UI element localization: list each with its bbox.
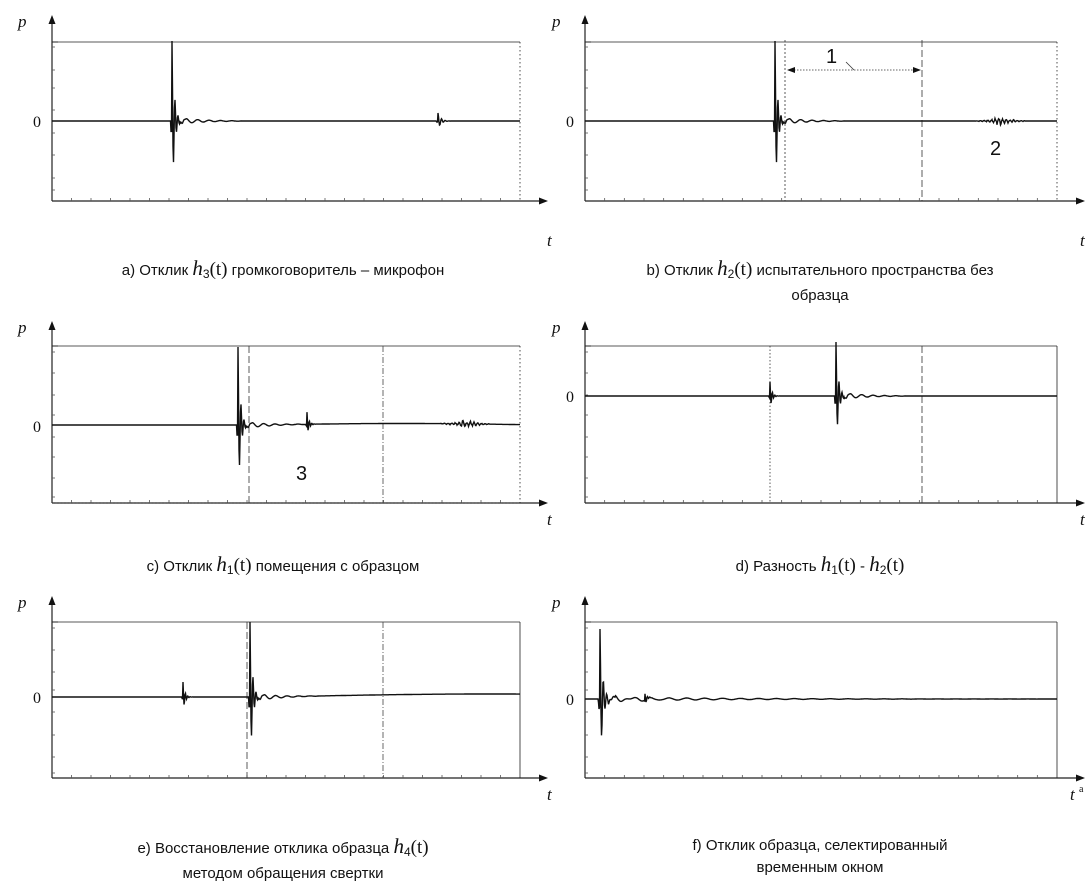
waveform-line xyxy=(585,40,1057,163)
p-axis-arrow xyxy=(581,321,589,330)
zero-label: 0 xyxy=(566,114,574,131)
caption-d: d) Разность h1(t) - h2(t) xyxy=(555,553,1085,581)
caption-d-prefix: d) Разность xyxy=(735,558,817,575)
t-axis-arrow xyxy=(539,197,548,205)
t-axis-label: t xyxy=(1080,231,1086,250)
panel-f-plot: p t 0 a xyxy=(551,593,1085,804)
p-axis-arrow xyxy=(581,15,589,24)
caption-d-sub: 1 xyxy=(831,563,838,577)
t-axis-label: t xyxy=(547,785,553,804)
caption-d-minus: - xyxy=(860,558,866,575)
caption-f-line2: временным окном xyxy=(756,859,884,876)
zero-label: 0 xyxy=(33,114,41,131)
p-axis-label: p xyxy=(17,593,27,612)
caption-d-func: h xyxy=(820,552,832,576)
caption-b-suffix: испытательного пространства без xyxy=(756,262,994,279)
panel-b-plot: p t 0 1 2 xyxy=(551,12,1086,250)
waveform-line xyxy=(52,621,520,736)
caption-a-prefix: a) Отклик xyxy=(121,262,189,279)
caption-b-sub: 2 xyxy=(727,267,735,281)
window-arrow-right xyxy=(913,67,921,73)
caption-e-arg: (t) xyxy=(410,837,429,858)
t-axis-arrow xyxy=(1076,197,1085,205)
caption-a: a) Отклик h3(t) громкоговоритель – микро… xyxy=(18,257,548,285)
p-axis-arrow xyxy=(581,596,589,605)
caption-a-func: h xyxy=(192,256,203,280)
p-axis-arrow xyxy=(48,596,56,605)
caption-d-sub2: 2 xyxy=(879,563,887,577)
caption-c-func: h xyxy=(216,552,227,576)
zero-label: 0 xyxy=(33,690,41,707)
caption-a-arg: (t) xyxy=(209,259,228,280)
p-axis-label: p xyxy=(551,318,561,337)
caption-c-prefix: c) Отклик xyxy=(146,558,213,575)
caption-e-prefix: e) Восстановление отклика образца xyxy=(137,840,390,857)
caption-b-prefix: b) Отклик xyxy=(646,262,713,279)
marker-1-label: 1 xyxy=(826,46,837,68)
zero-label: 0 xyxy=(566,389,574,406)
panel-d-plot: p t 0 xyxy=(551,318,1086,529)
p-axis-label: p xyxy=(551,593,561,612)
caption-c-suffix: помещения с образцом xyxy=(255,558,420,575)
caption-e: e) Восстановление отклика образца h4(t) … xyxy=(18,835,548,885)
waveform-line xyxy=(585,341,1057,425)
waveform-line xyxy=(585,628,1057,736)
t-axis-arrow xyxy=(1076,774,1085,782)
p-axis-label: p xyxy=(17,318,27,337)
caption-b: b) Отклик h2(t) испытательного пространс… xyxy=(555,257,1085,307)
zero-label: 0 xyxy=(33,419,41,436)
t-axis-label: t xyxy=(1080,510,1086,529)
caption-b-arg: (t) xyxy=(734,259,753,280)
caption-d-arg2: (t) xyxy=(886,555,905,576)
caption-a-sub: 3 xyxy=(202,267,210,281)
caption-e-sub: 4 xyxy=(403,845,411,859)
p-axis-label: p xyxy=(17,12,27,31)
t-superscript: a xyxy=(1079,784,1084,795)
zero-label: 0 xyxy=(566,692,574,709)
caption-f-prefix: f) Отклик образца, селектированный xyxy=(692,837,948,854)
caption-b-func: h xyxy=(717,256,728,280)
caption-c-arg: (t) xyxy=(233,555,252,576)
window-arrow-left xyxy=(787,67,795,73)
panel-a-plot: p t 0 xyxy=(17,12,553,250)
t-axis-label: t xyxy=(547,510,553,529)
marker-1-leader xyxy=(845,61,855,71)
t-axis-arrow xyxy=(1076,499,1085,507)
marker-3-label: 3 xyxy=(296,463,307,485)
t-axis-label: t xyxy=(547,231,553,250)
panel-e-plot: p t 0 xyxy=(17,593,553,804)
t-axis-arrow xyxy=(539,774,548,782)
caption-d-func2: h xyxy=(869,552,880,576)
p-axis-arrow xyxy=(48,321,56,330)
waveform-line xyxy=(52,346,520,466)
marker-2-label: 2 xyxy=(990,138,1001,160)
caption-a-suffix: громкоговоритель – микрофон xyxy=(231,262,445,279)
panel-c-plot: p t 0 3 xyxy=(17,318,553,529)
caption-e-line2: методом обращения свертки xyxy=(182,865,384,882)
caption-d-arg: (t) xyxy=(837,555,856,576)
p-axis-label: p xyxy=(551,12,561,31)
p-axis-arrow xyxy=(48,15,56,24)
waveform-line xyxy=(52,40,520,163)
t-axis-label: t xyxy=(1070,785,1076,804)
caption-b-line2: образца xyxy=(791,287,849,304)
caption-f: f) Отклик образца, селектированный време… xyxy=(555,835,1085,879)
caption-e-func: h xyxy=(393,834,404,858)
t-axis-arrow xyxy=(539,499,548,507)
caption-c-sub: 1 xyxy=(226,563,234,577)
caption-c: c) Отклик h1(t) помещения с образцом xyxy=(18,553,548,581)
